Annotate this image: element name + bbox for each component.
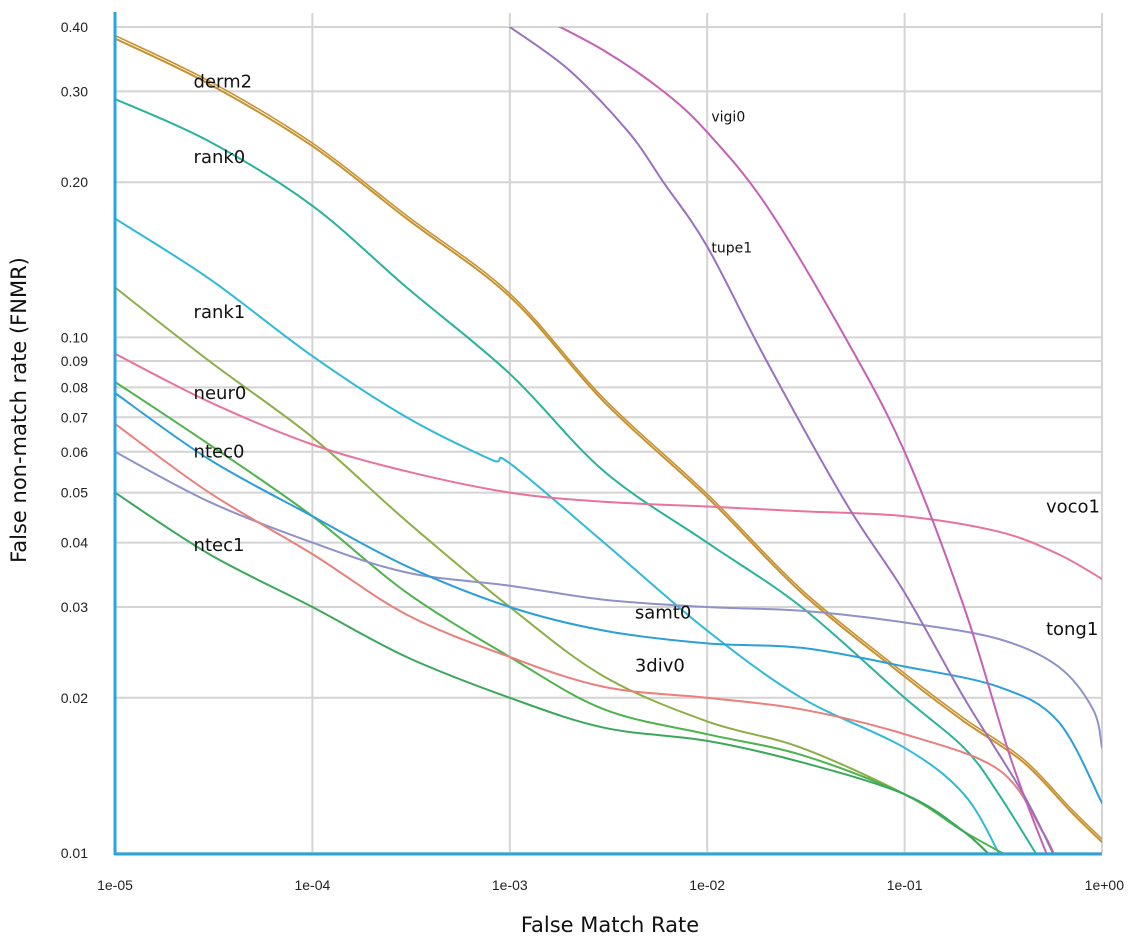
series-line-rank0 bbox=[115, 98, 1037, 853]
axes bbox=[113, 12, 1102, 856]
x-tick-label: 1e-01 bbox=[887, 877, 923, 893]
series-labels: derm2 rank0 rank1 neur0 ntec0 ntec1 voco1 tong1… bbox=[194, 72, 1100, 677]
series-line-samt0 bbox=[115, 392, 1102, 804]
series-label-3div0: 3div0 bbox=[635, 655, 685, 676]
series-label-derm2: derm2 bbox=[194, 72, 253, 93]
y-tick-label: 0.07 bbox=[61, 409, 88, 425]
tick-labels: 0.01 0.02 0.03 0.04 0.05 0.06 0.07 0.08 0.09 0.10… bbox=[61, 19, 1124, 893]
x-axis-title: False Match Rate bbox=[521, 913, 699, 937]
y-tick-label: 0.10 bbox=[61, 329, 88, 345]
series-label-rank1: rank1 bbox=[194, 302, 246, 323]
x-tick-label: 1e-03 bbox=[492, 877, 528, 893]
series-line-ntec1 bbox=[115, 491, 990, 853]
y-tick-label: 0.40 bbox=[61, 19, 88, 35]
y-tick-label: 0.05 bbox=[61, 485, 88, 501]
series-label-samt0: samt0 bbox=[635, 602, 691, 623]
y-tick-label: 0.30 bbox=[61, 83, 88, 99]
grid-lines bbox=[114, 13, 1103, 854]
series-label-rank0: rank0 bbox=[194, 147, 246, 168]
y-tick-label: 0.02 bbox=[61, 690, 88, 706]
x-tick-label: 1e-02 bbox=[689, 877, 725, 893]
series-label-ntec1: ntec1 bbox=[194, 535, 245, 556]
series-line-3div0 bbox=[115, 422, 1055, 853]
series-line-rank1 bbox=[115, 217, 1000, 853]
y-tick-label: 0.20 bbox=[61, 174, 88, 190]
y-tick-label: 0.09 bbox=[61, 353, 88, 369]
series-line-voco1 bbox=[115, 352, 1102, 580]
y-tick-label: 0.08 bbox=[61, 379, 88, 395]
series-line-tong1 bbox=[115, 450, 1102, 749]
series-label-tong1: tong1 bbox=[1046, 619, 1098, 640]
y-tick-label: 0.04 bbox=[61, 535, 88, 551]
x-tick-label: 1e+00 bbox=[1085, 877, 1125, 893]
series-line-vigi0 bbox=[557, 27, 1048, 853]
x-tick-label: 1e-05 bbox=[97, 877, 133, 893]
series-label-vigi0: vigi0 bbox=[711, 110, 745, 126]
series-label-ntec0: ntec0 bbox=[194, 441, 245, 462]
y-tick-label: 0.03 bbox=[61, 599, 88, 615]
series-group bbox=[115, 27, 1102, 853]
x-tick-label: 1e-04 bbox=[294, 877, 330, 893]
y-tick-label: 0.06 bbox=[61, 444, 88, 460]
series-line-derm2-upper bbox=[115, 34, 1102, 840]
series-label-neur0: neur0 bbox=[194, 383, 247, 404]
series-line-tupe1 bbox=[508, 27, 1054, 853]
series-label-tupe1: tupe1 bbox=[711, 241, 752, 257]
y-axis-title: False non-match rate (FNMR) bbox=[7, 257, 31, 563]
y-tick-label: 0.01 bbox=[61, 845, 88, 861]
series-line-derm2 bbox=[115, 37, 1102, 844]
series-label-voco1: voco1 bbox=[1046, 496, 1100, 517]
